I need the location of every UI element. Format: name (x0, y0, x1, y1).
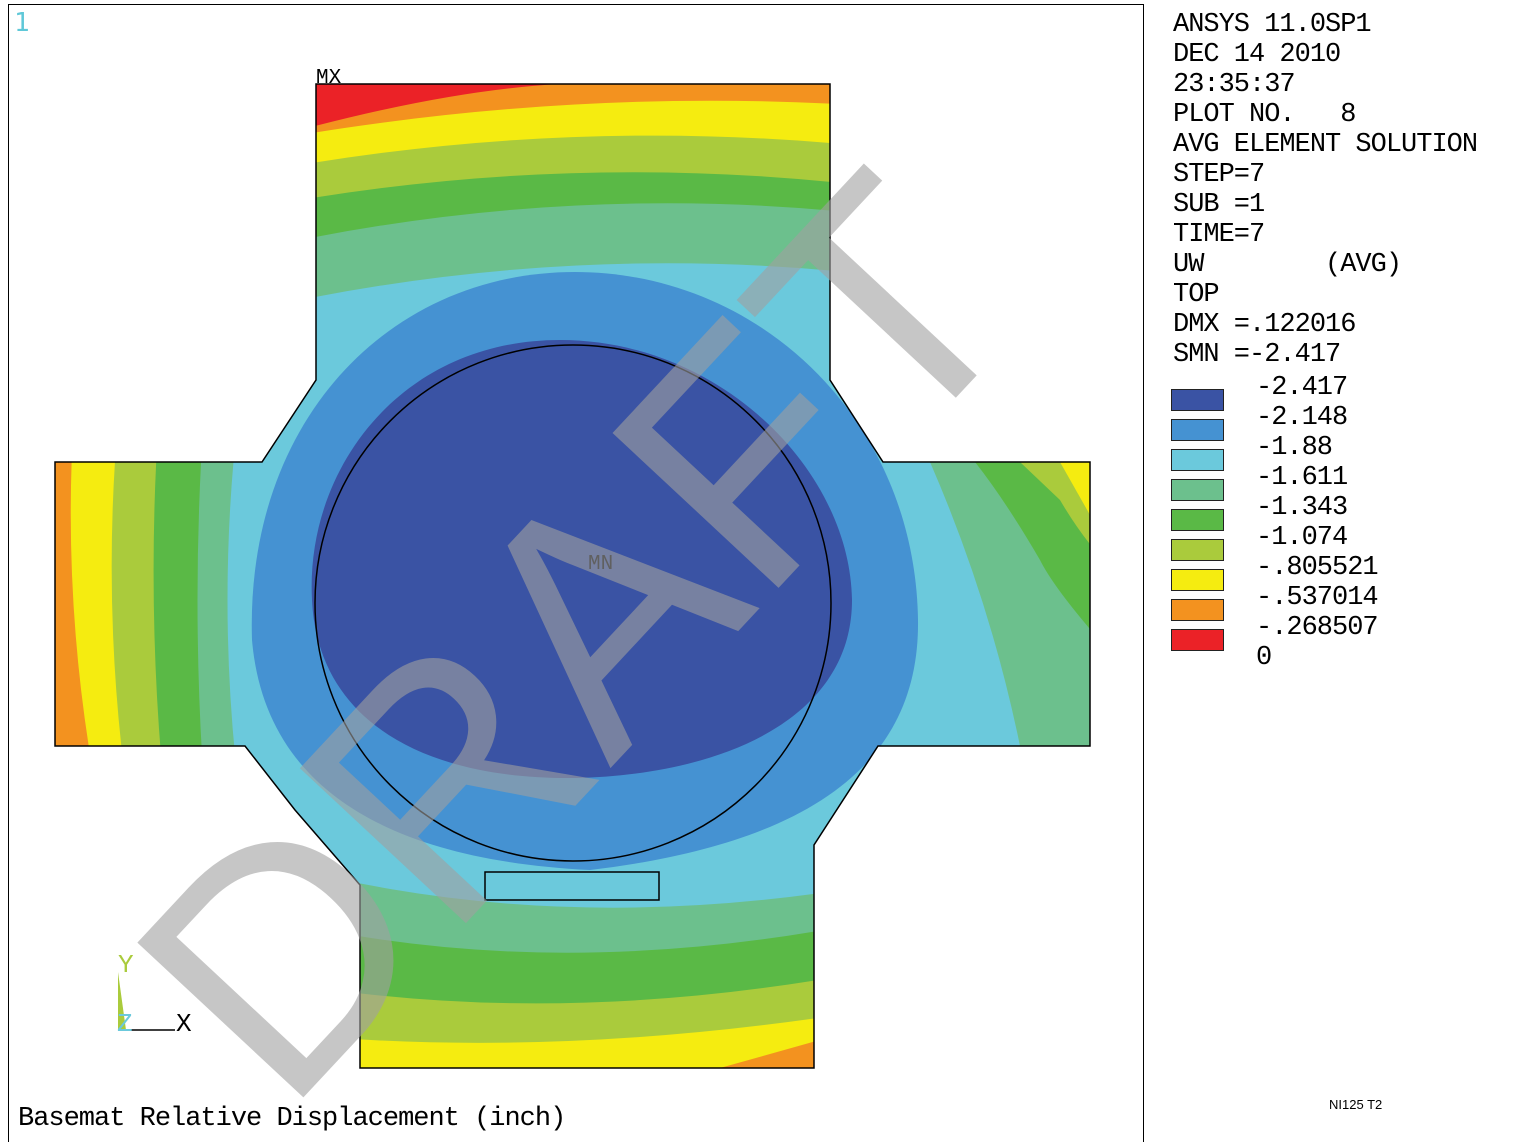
band-right-yellow (1060, 462, 1090, 530)
contour-plot: MX MN DRAFT Y Z X (54, 67, 1091, 1142)
containment-circle (314, 344, 832, 862)
window-number: 1 (14, 8, 30, 38)
solution-type: AVG ELEMENT SOLUTION (1173, 130, 1478, 160)
band-top-yellow (200, 84, 900, 165)
band-left-orange (55, 400, 98, 800)
band-bottom-yellow (300, 1005, 900, 1068)
substep-value: SUB =1 (1173, 190, 1265, 220)
legend-value: -2.417 (1256, 373, 1348, 403)
smn-value: SMN =-2.417 (1173, 340, 1341, 370)
plot-date: DEC 14 2010 (1173, 40, 1341, 70)
legend-swatch (1171, 569, 1224, 591)
axis-triad: Y Z X (117, 950, 192, 1039)
document-id: NI125 T2 (1329, 1097, 1383, 1112)
basemat-outline (54, 83, 1091, 1069)
band-bottom-orange (720, 1040, 820, 1068)
opening-rectangle (484, 871, 660, 901)
item-label: UW (AVG) (1173, 250, 1402, 280)
band-right-teal (930, 462, 1090, 746)
x-axis-label: X (176, 1009, 192, 1039)
band-dark-blue (311, 340, 852, 779)
legend-swatch (1171, 419, 1224, 441)
min-marker: MN (588, 553, 613, 576)
time-value: TIME=7 (1173, 220, 1265, 250)
band-right-lime (1020, 462, 1090, 600)
y-axis-label: Y (118, 950, 134, 980)
legend-swatch (1171, 539, 1224, 561)
info-panel: ANSYS 11.0SP1 DEC 14 2010 23:35:37 PLOT … (1173, 10, 1523, 370)
program-version: ANSYS 11.0SP1 (1173, 10, 1372, 40)
legend-swatch (1171, 389, 1224, 411)
legend-last-value: 0 (1256, 643, 1272, 673)
legend-row: -1.074 (1170, 523, 1510, 565)
contour-bands (55, 84, 1090, 1068)
legend-value: -1.611 (1256, 463, 1348, 493)
legend-value: -2.148 (1256, 403, 1348, 433)
legend-value: -.537014 (1256, 583, 1379, 613)
legend-value: -1.343 (1256, 493, 1348, 523)
legend-swatch (1171, 599, 1224, 621)
layer-label: TOP (1173, 280, 1220, 310)
y-axis-arrow (118, 972, 126, 1030)
plot-time: 23:35:37 (1173, 70, 1296, 100)
plot-caption: Basemat Relative Displacement (inch) (18, 1104, 566, 1134)
legend-value: -.805521 (1256, 553, 1379, 583)
legend-swatch (1171, 629, 1224, 651)
z-axis-label: Z (117, 1009, 133, 1039)
legend-swatch (1171, 509, 1224, 531)
legend-row: -2.148 (1170, 403, 1510, 445)
plot-number: PLOT NO. 8 (1173, 100, 1356, 130)
legend-swatch (1171, 479, 1224, 501)
legend-row: -.268507 (1170, 613, 1510, 655)
legend-row: -.805521 (1170, 553, 1510, 595)
legend-row: -1.611 (1170, 463, 1510, 505)
legend-swatch (1171, 449, 1224, 471)
legend-value: -.268507 (1256, 613, 1379, 643)
dmx-value: DMX =.122016 (1173, 310, 1356, 340)
legend-value: -1.88 (1256, 433, 1333, 463)
max-marker: MX (316, 67, 342, 90)
legend-row: -2.417 (1170, 373, 1510, 415)
contour-legend: -2.417 -2.148 -1.88 -1.611 -1.343 -1.074… (1170, 373, 1510, 673)
legend-row: -1.343 (1170, 493, 1510, 535)
band-right-green (975, 462, 1090, 690)
plot-frame (8, 4, 1144, 1142)
legend-row: -1.88 (1170, 433, 1510, 475)
legend-row: -.537014 (1170, 583, 1510, 625)
step-value: STEP=7 (1173, 160, 1265, 190)
legend-value: -1.074 (1256, 523, 1348, 553)
